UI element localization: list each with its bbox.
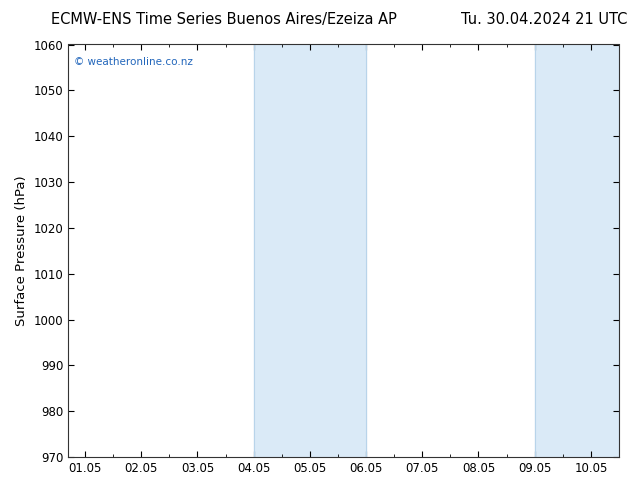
Y-axis label: Surface Pressure (hPa): Surface Pressure (hPa): [15, 175, 28, 326]
Text: ECMW-ENS Time Series Buenos Aires/Ezeiza AP: ECMW-ENS Time Series Buenos Aires/Ezeiza…: [51, 12, 397, 27]
Bar: [254, 45, 366, 457]
Text: Tu. 30.04.2024 21 UTC: Tu. 30.04.2024 21 UTC: [462, 12, 628, 27]
Bar: [534, 45, 619, 457]
Text: © weatheronline.co.nz: © weatheronline.co.nz: [74, 57, 193, 67]
